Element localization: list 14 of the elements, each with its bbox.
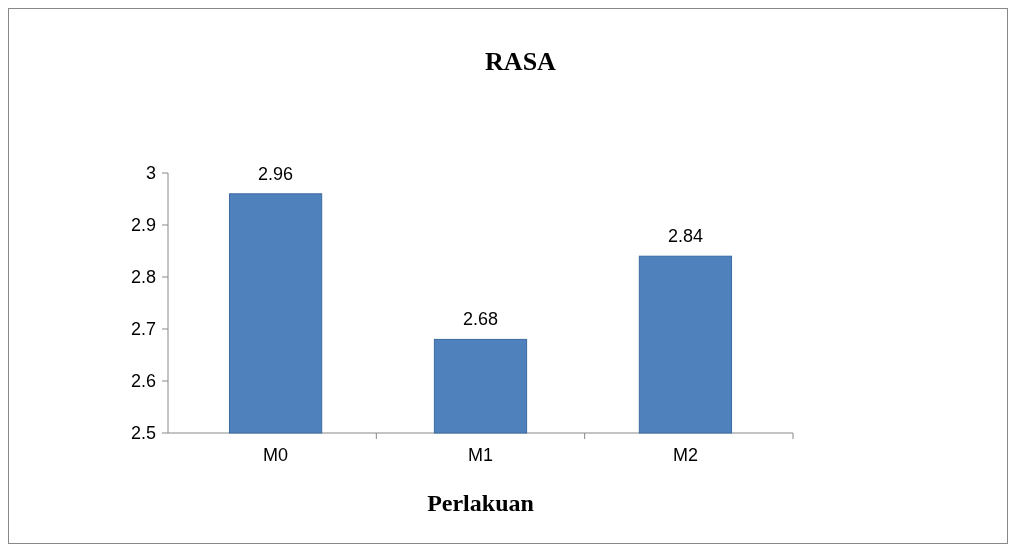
- x-tick-label: M1: [467, 445, 494, 465]
- data-label: 2.84: [667, 226, 703, 247]
- y-tick-label: 2.5: [130, 423, 156, 444]
- y-tick-label: 2.7: [130, 319, 156, 340]
- y-tick-label: 3: [145, 163, 156, 184]
- chart-title: RASA: [485, 47, 557, 76]
- x-tick-label: M2: [672, 445, 698, 465]
- data-label: 2.68: [462, 309, 499, 330]
- y-tick-label: 2.9: [130, 215, 156, 236]
- y-tick-label: 2.6: [130, 371, 156, 392]
- x-axis-title: Perlakuan: [427, 490, 534, 516]
- x-tick-label: M0: [263, 445, 289, 465]
- y-tick-label: 2.8: [130, 267, 156, 288]
- data-label: 2.96: [258, 163, 294, 184]
